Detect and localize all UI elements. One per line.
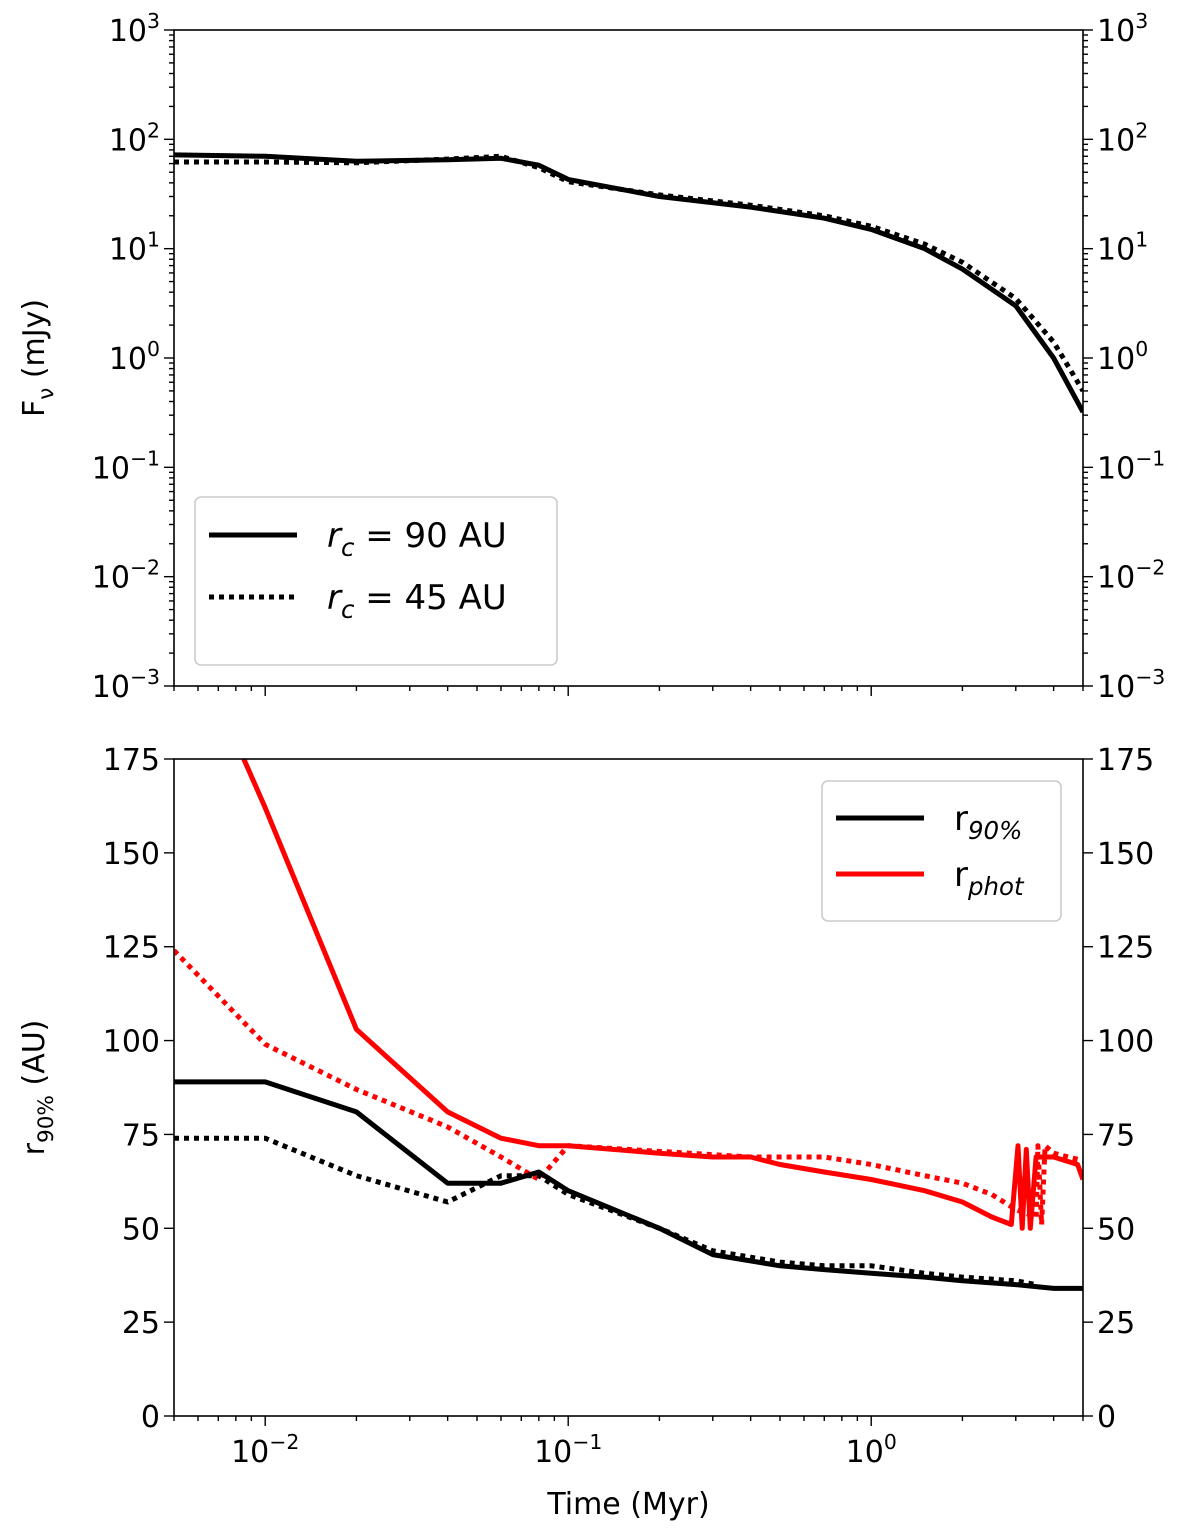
y-tick-label-right: 150 [1097,837,1154,872]
y-tick-label-right: 175 [1097,743,1154,778]
y-tick-label-left: 0 [141,1400,160,1435]
y-tick-label-left: 102 [109,118,160,158]
y-tick-label-right: 25 [1097,1306,1135,1341]
series-line-1 [174,948,1083,1227]
y-tick-label-right: 10−3 [1097,665,1165,705]
legend-box [821,780,1062,922]
y-tick-label-left: 103 [109,9,160,49]
y-tick-label-right: 75 [1097,1118,1135,1153]
legend-label-1: rphot [954,855,1025,901]
flux-panel: 103 103 102 102 101 101 100 100 10−1 10−1 10−2 10−2… [17,9,1165,705]
x-axis-label: Time (Myr) [546,1487,709,1522]
legend-box [194,496,558,666]
legend: r90% rphot [821,780,1062,922]
y-tick-label-left: 175 [103,743,160,778]
y-tick-label-left: 10−3 [92,665,160,705]
legend-label-1: rc = 45 AU [327,578,507,624]
series-line-1 [174,153,1083,393]
y-tick-label-left: 10−2 [92,556,160,596]
series-group [174,759,1083,1291]
y-tick-label-right: 125 [1097,931,1154,966]
x-tick-label: 10−1 [534,1430,602,1470]
x-tick-label: 100 [846,1430,897,1470]
y-tick-label-right: 103 [1097,9,1148,49]
series-group [174,152,1083,414]
y-tick-label-right: 100 [1097,1025,1154,1060]
y-tick-label-left: 101 [109,228,160,268]
y-tick-label-left: 25 [122,1306,160,1341]
y-tick-label-right: 0 [1097,1400,1116,1435]
y-tick-label-left: 100 [109,337,160,377]
series-line-0 [241,759,1083,1231]
y-tick-label-right: 100 [1097,337,1148,377]
y-tick-label-right: 10−2 [1097,556,1165,596]
x-tick-label: 10−2 [231,1430,299,1470]
series-line-2 [174,1079,1083,1291]
y-axis-label: Fν (mJy) [17,299,59,417]
y-tick-label-right: 101 [1097,228,1148,268]
y-tick-label-left: 100 [103,1025,160,1060]
series-line-3 [174,1135,1037,1288]
axes-frame [173,758,1084,1417]
y-tick-label-right: 102 [1097,118,1148,158]
y-tick-label-left: 50 [122,1212,160,1247]
radius-panel: 0 0 25 25 50 50 75 75 100 100 125 125 150 150 175 175 10… [17,743,1154,1522]
y-tick-label-right: 10−1 [1097,446,1165,486]
series-line-0 [174,152,1083,414]
y-tick-label-left: 75 [122,1118,160,1153]
legend-label-0: r90% [954,799,1022,845]
y-tick-label-left: 125 [103,931,160,966]
y-tick-label-right: 50 [1097,1212,1135,1247]
y-tick-label-left: 10−1 [92,446,160,486]
legend-label-0: rc = 90 AU [327,516,507,562]
y-axis-label: r90% (AU) [17,1020,59,1156]
legend: rc = 90 AU rc = 45 AU [194,496,558,666]
y-tick-label-left: 150 [103,837,160,872]
